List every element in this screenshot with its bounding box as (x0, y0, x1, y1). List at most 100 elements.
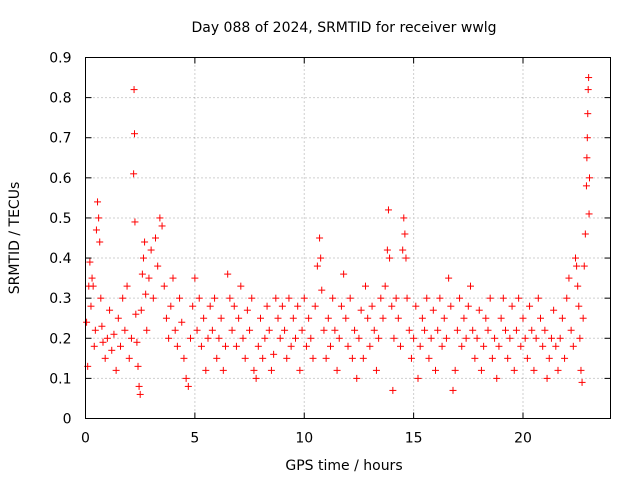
data-point (515, 294, 523, 302)
data-point (364, 314, 372, 322)
data-point (243, 306, 251, 314)
data-point (550, 306, 558, 314)
data-point (217, 314, 225, 322)
data-point (442, 334, 450, 342)
data-point (267, 366, 275, 374)
data-point (130, 86, 138, 94)
y-tick-label: 0.7 (49, 131, 71, 147)
data-point (83, 318, 91, 326)
data-point (327, 342, 334, 350)
data-point (462, 334, 470, 342)
data-point (475, 306, 483, 314)
data-point (195, 294, 203, 302)
data-point (152, 234, 159, 242)
data-point (512, 326, 520, 334)
data-point (370, 326, 378, 334)
axis-ticks (85, 57, 611, 419)
data-point (579, 314, 587, 322)
data-point (317, 254, 325, 262)
data-point (333, 366, 341, 374)
data-point (577, 366, 585, 374)
data-point (156, 214, 164, 222)
data-point (407, 354, 415, 362)
data-point (340, 270, 348, 278)
data-point (110, 330, 118, 338)
data-point (554, 366, 562, 374)
data-point (346, 294, 354, 302)
data-point (329, 294, 337, 302)
data-point (222, 342, 229, 350)
data-point (519, 314, 527, 322)
data-point (436, 294, 444, 302)
data-point (504, 354, 512, 362)
data-point (92, 226, 100, 234)
data-point (348, 354, 356, 362)
y-tick-label: 0.9 (49, 51, 71, 67)
data-point (235, 314, 243, 322)
data-point (539, 342, 547, 350)
data-point (335, 334, 343, 342)
data-point (134, 362, 142, 370)
data-point (482, 314, 490, 322)
data-point (143, 326, 151, 334)
data-point (425, 354, 433, 362)
data-point (261, 334, 269, 342)
data-point (178, 318, 186, 326)
data-point (532, 334, 540, 342)
data-point (95, 214, 103, 222)
data-point (502, 326, 509, 334)
data-point (287, 342, 295, 350)
data-point (252, 374, 260, 382)
data-point (132, 310, 140, 318)
data-point (584, 110, 592, 118)
data-point (480, 342, 488, 350)
data-point (429, 306, 437, 314)
data-point (401, 230, 409, 238)
data-point (145, 274, 153, 282)
data-point (96, 238, 104, 246)
data-point (281, 326, 289, 334)
data-point (368, 302, 376, 310)
data-point (137, 306, 145, 314)
data-point (517, 342, 525, 350)
y-tick-label: 0.2 (49, 331, 71, 347)
data-point (239, 334, 247, 342)
data-point (547, 334, 555, 342)
data-point (581, 230, 589, 238)
data-point (506, 334, 514, 342)
data-point (580, 262, 588, 270)
data-point (309, 354, 317, 362)
data-point (254, 342, 262, 350)
data-point (119, 294, 127, 302)
data-point (389, 386, 397, 394)
data-point (91, 326, 99, 334)
data-point (121, 326, 129, 334)
data-point (563, 294, 571, 302)
data-point (213, 354, 221, 362)
data-point (272, 294, 280, 302)
data-point (169, 274, 177, 282)
data-point (427, 334, 435, 342)
data-point (224, 270, 232, 278)
data-point (193, 326, 201, 334)
data-point (142, 290, 150, 298)
data-point (526, 302, 534, 310)
data-point (318, 286, 326, 294)
data-point (270, 350, 278, 358)
data-point (447, 302, 455, 310)
data-point (342, 314, 350, 322)
data-point (583, 154, 591, 162)
data-point (434, 326, 442, 334)
data-point (160, 282, 168, 290)
data-point (458, 342, 466, 350)
data-point (585, 210, 593, 218)
data-point (250, 366, 258, 374)
data-point (402, 254, 410, 262)
data-point (285, 294, 293, 302)
y-tick-label: 0.4 (49, 251, 71, 267)
data-point (418, 314, 426, 322)
data-point (171, 326, 179, 334)
data-point (586, 174, 593, 182)
data-point (180, 354, 188, 362)
